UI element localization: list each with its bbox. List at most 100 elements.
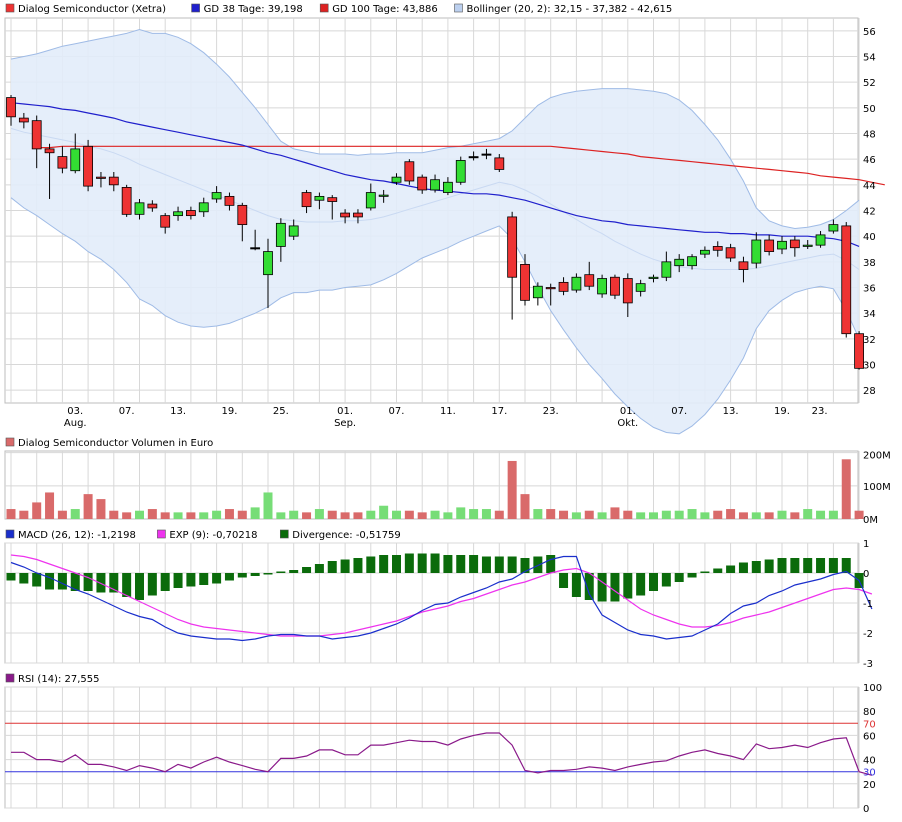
rsi-tick-label: 20 xyxy=(863,780,876,791)
volume-bar xyxy=(584,510,594,519)
divergence-bar xyxy=(302,567,312,573)
x-tick-label: 13. xyxy=(170,406,186,417)
legend-swatch xyxy=(319,3,329,13)
candle xyxy=(661,251,672,282)
price-tick-label: 42 xyxy=(863,207,876,218)
candle-body xyxy=(494,157,505,170)
volume-bar xyxy=(250,507,260,519)
price-tick-label: 50 xyxy=(863,104,876,115)
candle-body xyxy=(6,97,16,118)
divergence-bar xyxy=(353,558,363,573)
candle xyxy=(160,213,171,234)
candle-body xyxy=(70,148,81,172)
volume-bar xyxy=(302,512,312,519)
volume-bar xyxy=(764,512,774,519)
price-tick-label: 56 xyxy=(863,27,876,38)
volume-panel: 200M 100M 0M Dialog Semiconductor Volumen … xyxy=(4,437,891,526)
candle xyxy=(263,238,273,309)
divergence-bar xyxy=(212,573,222,584)
volume-bar xyxy=(327,510,337,519)
candle xyxy=(57,146,68,174)
volume-bar xyxy=(70,509,80,519)
legend-swatch xyxy=(279,529,289,539)
candle xyxy=(494,154,505,172)
divergence-bar xyxy=(803,558,813,573)
volume-bar xyxy=(212,510,222,519)
candle-body xyxy=(18,117,29,123)
divergence-bar xyxy=(751,561,761,573)
candle-body xyxy=(738,261,749,270)
candle-body xyxy=(648,276,659,279)
candle xyxy=(404,159,415,185)
candle-body xyxy=(802,244,813,247)
candle xyxy=(301,189,312,214)
x-tick-label: 19. xyxy=(221,406,237,417)
legend-swatch xyxy=(191,3,200,13)
x-tick-label: 17. xyxy=(491,406,507,417)
volume-bar xyxy=(726,509,736,519)
volume-bar xyxy=(186,512,196,519)
macd-tick-label: -2 xyxy=(863,629,873,640)
candle-body xyxy=(789,239,800,249)
candle xyxy=(712,241,723,257)
divergence-bar xyxy=(494,556,504,573)
candle xyxy=(288,219,299,241)
legend-label: GD 100 Tage: 43,886 xyxy=(332,4,438,15)
candle-body xyxy=(185,210,196,217)
divergence-bar xyxy=(109,573,119,593)
volume-bar xyxy=(623,510,633,519)
candle-body xyxy=(777,240,787,250)
x-tick-label: 23. xyxy=(812,406,828,417)
candle-body xyxy=(815,234,826,246)
divergence-bar xyxy=(392,555,401,573)
candle xyxy=(468,151,479,161)
candle xyxy=(378,189,389,203)
rsi-tick-label: 80 xyxy=(863,707,876,718)
x-tick-label: 07. xyxy=(389,406,405,417)
divergence-bar xyxy=(559,573,569,588)
candle xyxy=(31,115,42,169)
volume-bar xyxy=(828,510,838,519)
candle-body xyxy=(674,258,685,267)
divergence-bar xyxy=(96,573,106,593)
candle-body xyxy=(327,197,338,202)
candle xyxy=(558,277,569,296)
candle xyxy=(828,219,839,234)
candle xyxy=(340,209,351,224)
rsi-plot-area xyxy=(4,686,859,809)
candle-body xyxy=(584,274,595,287)
divergence-bar xyxy=(6,573,16,581)
volume-tick-label: 0M xyxy=(863,515,878,526)
volume-bar xyxy=(96,499,106,519)
candle xyxy=(173,206,183,221)
candle xyxy=(108,172,119,192)
divergence-bar xyxy=(379,555,389,573)
volume-bar xyxy=(263,492,273,519)
macd-tick-label: 1 xyxy=(863,539,869,550)
candle-body xyxy=(134,202,145,215)
candle xyxy=(83,139,93,192)
candle-body xyxy=(828,224,839,232)
bollinger-upper-line xyxy=(10,28,860,230)
divergence-bar xyxy=(764,559,774,573)
candle xyxy=(224,192,235,211)
candle xyxy=(687,254,697,270)
x-tick-label: 01. xyxy=(620,406,636,417)
divergence-bar xyxy=(443,555,453,573)
candle xyxy=(648,274,659,283)
legend-label: Dialog Semiconductor (Xetra) xyxy=(18,4,166,15)
price-tick-label: 40 xyxy=(863,232,876,243)
price-tick-label: 52 xyxy=(863,78,876,89)
volume-bar xyxy=(674,510,684,519)
candle-body xyxy=(571,276,582,291)
candle-body xyxy=(520,263,530,301)
divergence-bar xyxy=(250,573,260,576)
candle-body xyxy=(96,176,106,179)
volume-bar xyxy=(533,509,543,519)
volume-tick-label: 200M xyxy=(863,451,891,462)
candle-body xyxy=(211,192,222,200)
candle-body xyxy=(314,195,325,201)
volume-bar xyxy=(777,510,787,519)
candle-body xyxy=(597,278,607,295)
candle-body xyxy=(751,239,762,264)
